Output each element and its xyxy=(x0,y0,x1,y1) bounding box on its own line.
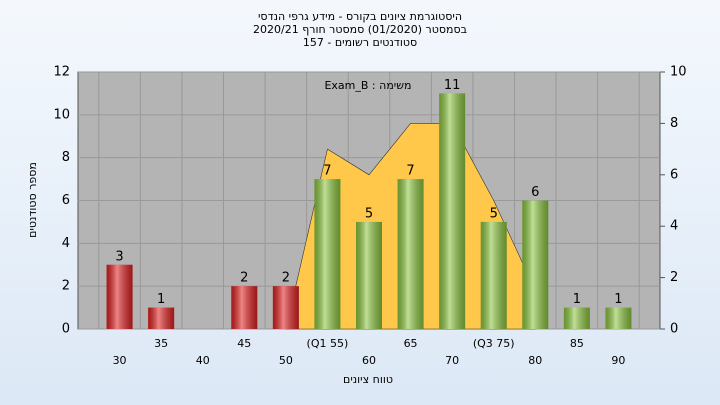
bar-shine xyxy=(272,286,299,329)
y-tick-label: 0 xyxy=(62,322,70,337)
x-tick-label: 80 xyxy=(528,354,542,367)
bar-shine xyxy=(605,307,632,329)
value-label: 11 xyxy=(444,78,461,93)
y2-tick-label: 10 xyxy=(670,65,687,80)
chart-subtitle: בסמסטר (01/2020) סמסטר חורף 2020/21 xyxy=(253,23,467,36)
x-tick-label: 35 xyxy=(154,337,168,350)
value-label: 1 xyxy=(614,292,622,307)
x-tick-label: 60 xyxy=(362,354,376,367)
y-tick-label: 10 xyxy=(53,107,70,122)
y2-tick-label: 8 xyxy=(670,116,678,131)
x-tick-label: 30 xyxy=(113,354,127,367)
value-label: 3 xyxy=(115,249,123,264)
value-label: 5 xyxy=(490,206,498,221)
bar-shine xyxy=(563,307,590,329)
chart-title: היסטוגרמת ציונים בקורס - מידע גרפי הנדסי xyxy=(258,10,462,23)
x-tick-label: 45 xyxy=(237,337,251,350)
bar-shine xyxy=(397,179,424,329)
bar-shine xyxy=(480,221,507,329)
bar-shine xyxy=(231,286,258,329)
y-tick-label: 4 xyxy=(62,236,70,251)
x-tick-label: 40 xyxy=(196,354,210,367)
y-tick-label: 8 xyxy=(62,150,70,165)
y2-tick-label: 0 xyxy=(670,322,678,337)
value-label: 7 xyxy=(406,164,414,179)
value-label: 1 xyxy=(573,292,581,307)
bar-shine xyxy=(356,221,382,329)
x-tick-label: (Q1 55) xyxy=(307,337,349,350)
annotation: משימה : Exam_B xyxy=(324,79,411,92)
x-axis-label: טווח ציונים xyxy=(343,373,393,386)
main-layer: 0 2 4 6 8 10 12 0 2 4 6 8 10 30 3 35 1 40 45 2 50 2 (Q1 55) 7 60… xyxy=(53,65,686,368)
x-tick-label: 85 xyxy=(570,337,584,350)
bar-shine xyxy=(148,307,175,329)
bar-shine xyxy=(314,179,341,329)
x-tick-label: (Q3 75) xyxy=(473,337,515,350)
value-label: 6 xyxy=(531,185,539,200)
y-tick-label: 2 xyxy=(62,279,70,294)
chart-subtitle: סטודנטים רשומים - 157 xyxy=(303,36,417,49)
y-tick-label: 12 xyxy=(53,65,70,80)
value-label: 2 xyxy=(240,271,248,286)
x-tick-label: 70 xyxy=(445,354,459,367)
x-tick-label: 50 xyxy=(279,354,293,367)
y2-tick-label: 6 xyxy=(670,167,678,182)
value-label: 1 xyxy=(157,292,165,307)
y-axis-label: מספר סטודנטים xyxy=(26,162,39,238)
value-label: 7 xyxy=(323,164,331,179)
value-label: 2 xyxy=(282,271,290,286)
value-label: 5 xyxy=(365,206,373,221)
x-tick-label: 65 xyxy=(404,337,418,350)
bar-shine xyxy=(522,200,549,329)
x-tick-label: 90 xyxy=(611,354,625,367)
bar-shine xyxy=(106,264,133,329)
y2-tick-label: 4 xyxy=(670,219,678,234)
bar-shine xyxy=(439,93,466,330)
y-tick-label: 6 xyxy=(62,193,70,208)
y2-tick-label: 2 xyxy=(670,270,678,285)
